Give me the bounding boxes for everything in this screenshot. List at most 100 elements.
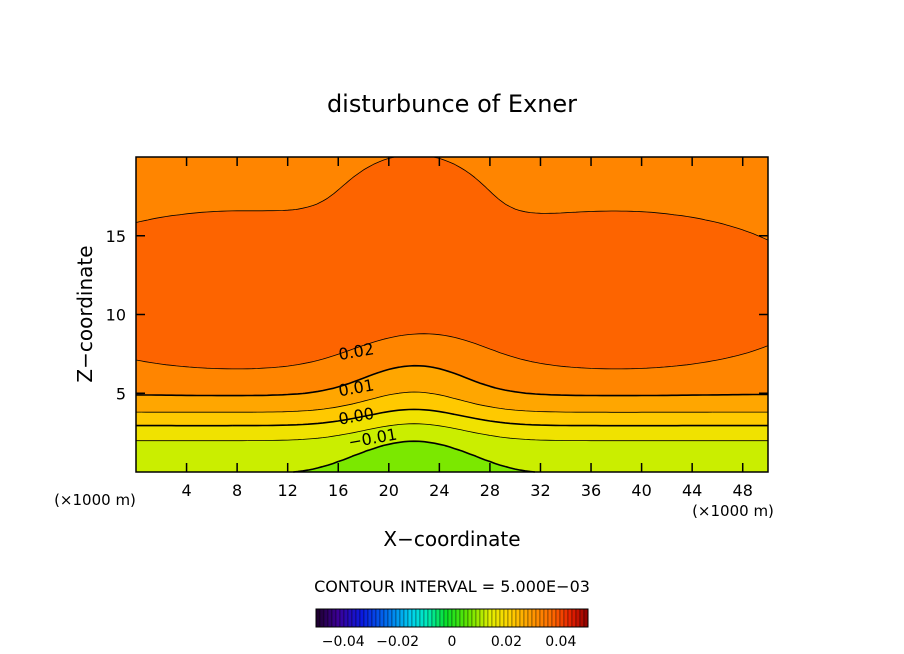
colorbar-cell — [363, 608, 369, 628]
colorbar-cell — [415, 608, 421, 628]
colorbar-cell — [351, 608, 357, 628]
colorbar-tick-label: 0.04 — [545, 634, 576, 650]
x-tick-label: 24 — [429, 481, 449, 500]
colorbar-cell — [335, 608, 341, 628]
colorbar-cell — [443, 608, 449, 628]
colorbar-cell — [575, 608, 581, 628]
colorbar-cell — [323, 608, 329, 628]
colorbar-cell — [531, 608, 537, 628]
x-axis-label: X−coordinate — [383, 527, 520, 551]
colorbar-cell — [387, 608, 393, 628]
colorbar-cell — [519, 608, 525, 628]
colorbar-cell — [399, 608, 405, 628]
colorbar-cell — [571, 608, 577, 628]
contour-labels: 0.020.010.00−0.01 — [337, 339, 398, 452]
x-tick-label: 48 — [733, 481, 753, 500]
colorbar-cell — [375, 608, 381, 628]
contour-interval-text: CONTOUR INTERVAL = 5.000E−03 — [314, 577, 590, 596]
y-tick-label: 5 — [116, 384, 126, 403]
colorbar-labels: −0.04 −0.02 0 0.02 0.04 — [322, 634, 577, 650]
colorbar-cell — [523, 608, 529, 628]
colorbar-cell — [503, 608, 509, 628]
colorbar-cell — [567, 608, 573, 628]
y-axis: 5 10 15 — [106, 227, 768, 403]
colorbar-cell — [555, 608, 561, 628]
colorbar-cell — [379, 608, 385, 628]
colorbar-cell — [423, 608, 429, 628]
colorbar-cell — [467, 608, 473, 628]
x-tick-label: 16 — [328, 481, 348, 500]
colorbar-cell — [419, 608, 425, 628]
x-unit-label-right: (×1000 m) — [692, 502, 774, 520]
colorbar-tick-label: −0.04 — [322, 634, 365, 650]
colorbar-cell — [367, 608, 373, 628]
plot-area: 0.020.010.00−0.01 — [135, 156, 769, 473]
y-tick-label: 10 — [106, 306, 126, 325]
colorbar-cell — [339, 608, 345, 628]
x-tick-label: 8 — [232, 481, 242, 500]
colorbar-cell — [343, 608, 349, 628]
contour-fill — [136, 157, 768, 472]
colorbar-cell — [435, 608, 441, 628]
colorbar-cell — [551, 608, 557, 628]
colorbar-cell — [331, 608, 337, 628]
colorbar-frame — [315, 608, 589, 628]
colorbar-cell — [475, 608, 481, 628]
colorbar-cells — [315, 608, 589, 628]
colorbar-cell — [487, 608, 493, 628]
x-tick-label: 12 — [278, 481, 298, 500]
colorbar-cell — [515, 608, 521, 628]
colorbar-tick-label: 0 — [448, 634, 457, 650]
colorbar-cell — [511, 608, 517, 628]
contour-line — [136, 391, 768, 413]
colorbar-cell — [563, 608, 569, 628]
colorbar-cell — [315, 608, 321, 628]
colorbar-cell — [463, 608, 469, 628]
x-tick-label: 20 — [379, 481, 399, 500]
colorbar-cell — [583, 608, 589, 628]
colorbar-tick-label: 0.02 — [491, 634, 522, 650]
x-axis: 4 8 12 16 20 24 28 32 36 40 44 48 — [181, 157, 753, 500]
x-tick-label: 44 — [682, 481, 702, 500]
colorbar-cell — [499, 608, 505, 628]
colorbar-cell — [535, 608, 541, 628]
colorbar-cell — [543, 608, 549, 628]
contour-lines — [135, 156, 769, 473]
colorbar-cell — [491, 608, 497, 628]
y-axis-label: Z−coordinate — [73, 245, 97, 382]
colorbar-cell — [527, 608, 533, 628]
colorbar-cell — [347, 608, 353, 628]
colorbar-cell — [507, 608, 513, 628]
contour-line — [136, 364, 769, 397]
colorbar-cell — [359, 608, 365, 628]
colorbar-cell — [327, 608, 333, 628]
colorbar-tick-label: −0.02 — [376, 634, 419, 650]
colorbar-cell — [479, 608, 485, 628]
colorbar: −0.04 −0.02 0 0.02 0.04 — [315, 608, 589, 650]
colorbar-cell — [371, 608, 377, 628]
contour-line — [136, 408, 768, 427]
colorbar-cell — [355, 608, 361, 628]
colorbar-cell — [579, 608, 585, 628]
colorbar-cell — [451, 608, 457, 628]
colorbar-cell — [471, 608, 477, 628]
colorbar-cell — [539, 608, 545, 628]
colorbar-cell — [403, 608, 409, 628]
colorbar-cell — [431, 608, 437, 628]
x-tick-label: 32 — [530, 481, 550, 500]
chart-title: disturbunce of Exner — [327, 90, 577, 118]
colorbar-cell — [439, 608, 445, 628]
colorbar-cell — [495, 608, 501, 628]
x-tick-label: 36 — [581, 481, 601, 500]
colorbar-cell — [391, 608, 397, 628]
colorbar-cell — [559, 608, 565, 628]
x-unit-label-left: (×1000 m) — [54, 491, 136, 509]
y-tick-label: 15 — [106, 227, 126, 246]
colorbar-cell — [319, 608, 325, 628]
x-tick-label: 4 — [181, 481, 191, 500]
colorbar-cell — [547, 608, 553, 628]
colorbar-cell — [427, 608, 433, 628]
colorbar-cell — [459, 608, 465, 628]
contour-line — [136, 423, 768, 442]
